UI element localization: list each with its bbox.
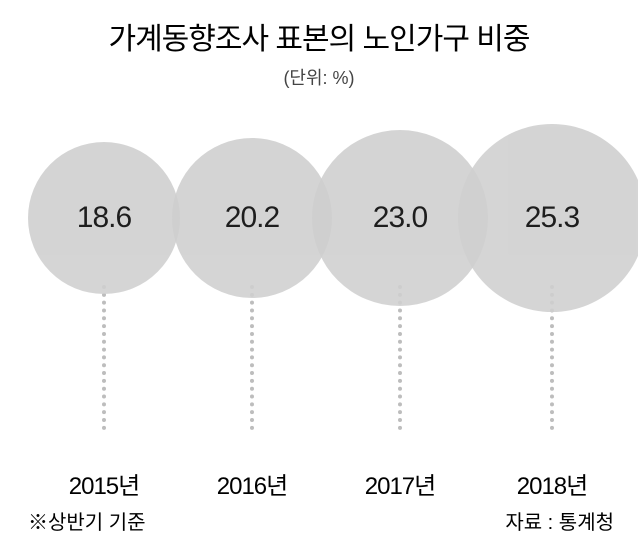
chart-title: 가계동향조사 표본의 노인가구 비중 xyxy=(0,0,638,58)
chart-unit: (단위: %) xyxy=(0,64,638,90)
source: 자료 : 통계청 xyxy=(505,506,614,535)
year-label: 2015년 xyxy=(69,466,139,501)
data-circle: 25.3 xyxy=(458,124,638,312)
data-circle: 18.6 xyxy=(28,142,180,294)
chart-area: 18.6 20.2 23.0 25.3 xyxy=(0,118,638,358)
connector-line xyxy=(250,285,254,430)
data-value: 23.0 xyxy=(373,201,427,235)
year-label: 2017년 xyxy=(365,466,435,501)
data-value: 20.2 xyxy=(225,201,279,235)
data-circle: 20.2 xyxy=(172,138,333,299)
data-value: 18.6 xyxy=(77,201,131,235)
connector-line xyxy=(102,285,106,430)
data-value: 25.3 xyxy=(525,201,579,235)
year-label: 2016년 xyxy=(217,466,287,501)
footnote: ※상반기 기준 xyxy=(28,506,146,535)
connector-line xyxy=(398,285,402,430)
year-label: 2018년 xyxy=(517,466,587,501)
